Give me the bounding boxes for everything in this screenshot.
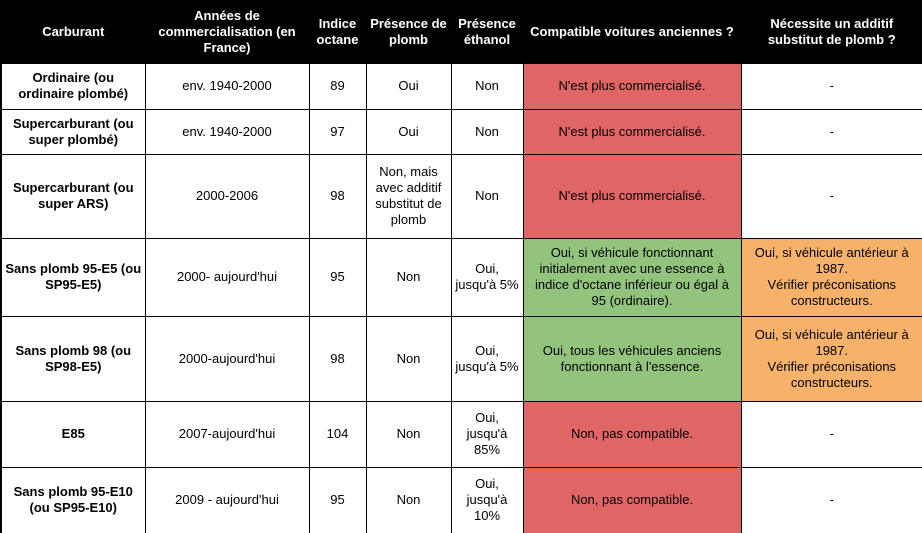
cell-plomb: Oui: [365, 108, 452, 155]
cell-additif: -: [740, 108, 922, 155]
column-header-presence-plomb: Présence de plomb: [365, 0, 452, 64]
column-header-indice-octane: Indice octane: [308, 0, 367, 64]
cell-compatible: N'est plus commercialisé.: [522, 153, 742, 239]
cell-annees: 2000- aujourd'hui: [144, 237, 310, 317]
cell-plomb: Non, mais avec additif substitut de plom…: [365, 153, 452, 239]
header-row: Carburant Années de commercialisation (e…: [0, 0, 922, 64]
cell-annees: env. 1940-2000: [144, 62, 310, 110]
cell-octane: 95: [308, 237, 367, 317]
cell-ethanol: Non: [450, 108, 524, 155]
cell-octane: 89: [308, 62, 367, 110]
cell-octane: 104: [308, 400, 367, 468]
column-header-compatible-voitures-anciennes: Compatible voitures anciennes ?: [522, 0, 742, 64]
column-header-necessite-additif: Nécessite un additif substitut de plomb …: [740, 0, 922, 64]
cell-carburant: Ordinaire (ou ordinaire plombé): [0, 62, 146, 110]
cell-carburant: Supercarburant (ou super ARS): [0, 153, 146, 239]
cell-annees: 2007-aujourd'hui: [144, 400, 310, 468]
cell-compatible: Oui, si véhicule fonctionnant initialeme…: [522, 237, 742, 317]
cell-ethanol: Non: [450, 153, 524, 239]
cell-ethanol: Oui, jusqu'à 5%: [450, 237, 524, 317]
cell-annees: 2000-aujourd'hui: [144, 315, 310, 402]
cell-ethanol: Oui, jusqu'à 5%: [450, 315, 524, 402]
cell-annees: 2009 - aujourd'hui: [144, 466, 310, 533]
table-row-sp98-e5: Sans plomb 98 (ou SP98-E5) 2000-aujourd'…: [0, 315, 922, 402]
cell-compatible: N'est plus commercialisé.: [522, 62, 742, 110]
cell-annees: env. 1940-2000: [144, 108, 310, 155]
cell-additif: -: [740, 153, 922, 239]
cell-ethanol: Oui, jusqu'à 10%: [450, 466, 524, 533]
cell-carburant: Sans plomb 95-E10 (ou SP95-E10): [0, 466, 146, 533]
cell-carburant: Sans plomb 98 (ou SP98-E5): [0, 315, 146, 402]
cell-compatible: Non, pas compatible.: [522, 400, 742, 468]
column-header-presence-ethanol: Présence éthanol: [450, 0, 524, 64]
cell-compatible: N'est plus commercialisé.: [522, 108, 742, 155]
cell-additif: Oui, si véhicule antérieur à 1987. Vérif…: [740, 237, 922, 317]
table-row-sp95-e5: Sans plomb 95-E5 (ou SP95-E5) 2000- aujo…: [0, 237, 922, 317]
cell-annees: 2000-2006: [144, 153, 310, 239]
cell-additif: -: [740, 62, 922, 110]
cell-ethanol: Oui, jusqu'à 85%: [450, 400, 524, 468]
cell-additif: -: [740, 400, 922, 468]
cell-plomb: Oui: [365, 62, 452, 110]
cell-ethanol: Non: [450, 62, 524, 110]
table-row-super-ars: Supercarburant (ou super ARS) 2000-2006 …: [0, 153, 922, 239]
cell-octane: 98: [308, 315, 367, 402]
cell-plomb: Non: [365, 400, 452, 468]
column-header-carburant: Carburant: [0, 0, 146, 64]
cell-compatible: Non, pas compatible.: [522, 466, 742, 533]
cell-octane: 95: [308, 466, 367, 533]
table-row-sp95-e10: Sans plomb 95-E10 (ou SP95-E10) 2009 - a…: [0, 466, 922, 533]
table-row-e85: E85 2007-aujourd'hui 104 Non Oui, jusqu'…: [0, 400, 922, 468]
cell-octane: 98: [308, 153, 367, 239]
cell-carburant: Sans plomb 95-E5 (ou SP95-E5): [0, 237, 146, 317]
table-row-ordinaire: Ordinaire (ou ordinaire plombé) env. 194…: [0, 62, 922, 110]
cell-carburant: E85: [0, 400, 146, 468]
cell-compatible: Oui, tous les véhicules anciens fonction…: [522, 315, 742, 402]
column-header-annees-commercialisation: Années de commercialisation (en France): [144, 0, 310, 64]
cell-additif: -: [740, 466, 922, 533]
cell-plomb: Non: [365, 466, 452, 533]
cell-carburant: Supercarburant (ou super plombé): [0, 108, 146, 155]
cell-octane: 97: [308, 108, 367, 155]
cell-plomb: Non: [365, 315, 452, 402]
cell-additif: Oui, si véhicule antérieur à 1987. Vérif…: [740, 315, 922, 402]
cell-plomb: Non: [365, 237, 452, 317]
table-row-super-plombe: Supercarburant (ou super plombé) env. 19…: [0, 108, 922, 155]
